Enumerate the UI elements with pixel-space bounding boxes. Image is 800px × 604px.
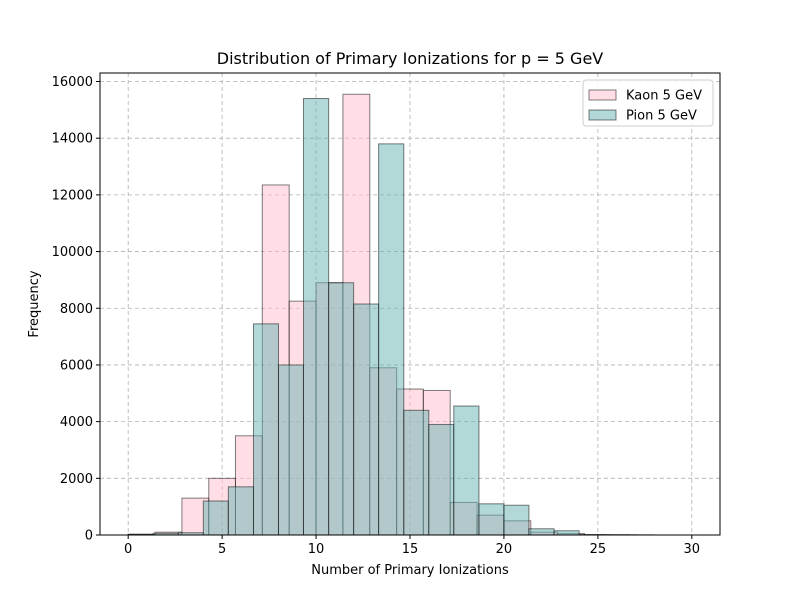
x-axis-label: Number of Primary Ionizations (311, 563, 509, 578)
y-axis-label: Frequency (27, 270, 42, 337)
y-tick-label: 6000 (60, 358, 93, 373)
pion-bar (479, 504, 504, 535)
y-tick-label: 12000 (52, 188, 93, 203)
pion-bar (303, 99, 328, 535)
pion-bar (228, 487, 253, 535)
x-tick-label: 10 (308, 542, 325, 557)
pion-bar (253, 324, 278, 535)
pion-bar (504, 505, 529, 535)
legend-swatch-pion (589, 110, 616, 120)
legend: Kaon 5 GeV Pion 5 GeV (583, 80, 713, 126)
pion-bar (529, 529, 554, 535)
x-tick-label: 20 (496, 542, 513, 557)
pion-bar (429, 424, 454, 535)
pion-bar (278, 365, 303, 535)
legend-label-kaon: Kaon 5 GeV (626, 89, 702, 104)
pion-bar (329, 283, 354, 535)
legend-swatch-kaon (589, 90, 616, 100)
x-tick-label: 15 (402, 542, 419, 557)
pion-bar (454, 406, 479, 535)
legend-label-pion: Pion 5 GeV (626, 109, 697, 124)
y-tick-label: 8000 (60, 302, 93, 317)
chart-title: Distribution of Primary Ionizations for … (217, 49, 604, 68)
pion-bar (354, 304, 379, 535)
y-tick-label: 16000 (52, 75, 93, 90)
y-tick-label: 10000 (52, 245, 93, 260)
x-tick-label: 0 (124, 542, 132, 557)
y-tick-label: 0 (85, 529, 93, 544)
x-tick-label: 5 (218, 542, 226, 557)
x-tick-label: 30 (684, 542, 701, 557)
pion-bar (404, 410, 429, 535)
y-tick-label: 2000 (60, 472, 93, 487)
x-tick-label: 25 (590, 542, 607, 557)
pion-bar (554, 531, 579, 535)
y-tick-label: 14000 (52, 132, 93, 147)
y-tick-label: 4000 (60, 415, 93, 430)
pion-bar (203, 501, 228, 535)
pion-bar (379, 144, 404, 535)
